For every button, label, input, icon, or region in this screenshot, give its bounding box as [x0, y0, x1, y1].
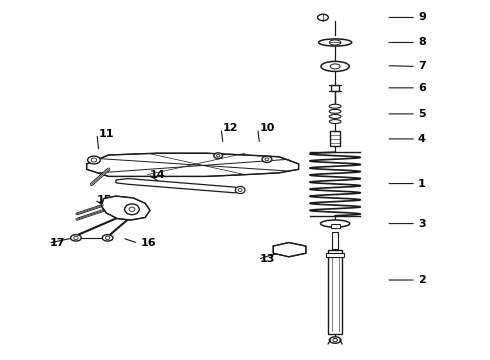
Ellipse shape — [329, 40, 341, 45]
Bar — [328, 250, 342, 334]
Text: 16: 16 — [140, 238, 156, 248]
Text: 17: 17 — [50, 238, 66, 248]
Ellipse shape — [265, 158, 269, 161]
Ellipse shape — [329, 120, 341, 123]
Bar — [331, 224, 340, 228]
Text: 3: 3 — [418, 219, 426, 229]
Text: 5: 5 — [418, 109, 426, 119]
Ellipse shape — [214, 153, 222, 158]
Ellipse shape — [318, 14, 328, 21]
Ellipse shape — [124, 204, 139, 215]
Bar — [332, 232, 338, 249]
Polygon shape — [116, 179, 240, 193]
Ellipse shape — [88, 156, 100, 164]
Bar — [326, 252, 344, 257]
Text: 6: 6 — [418, 83, 426, 93]
Ellipse shape — [329, 104, 341, 108]
Ellipse shape — [262, 156, 272, 162]
Polygon shape — [87, 153, 298, 176]
Ellipse shape — [102, 235, 113, 241]
Text: 7: 7 — [418, 62, 426, 71]
Ellipse shape — [320, 220, 350, 227]
Polygon shape — [273, 243, 306, 257]
Ellipse shape — [330, 64, 340, 69]
Text: 10: 10 — [260, 123, 275, 133]
Text: 4: 4 — [418, 134, 426, 144]
Ellipse shape — [329, 114, 341, 118]
Text: 11: 11 — [99, 129, 114, 139]
Bar — [330, 131, 340, 147]
Text: 15: 15 — [97, 195, 112, 204]
Ellipse shape — [318, 39, 352, 46]
Text: 14: 14 — [150, 170, 166, 180]
Ellipse shape — [105, 236, 110, 239]
Text: 8: 8 — [418, 37, 426, 48]
Ellipse shape — [129, 207, 135, 211]
Ellipse shape — [71, 235, 81, 241]
Ellipse shape — [235, 186, 245, 194]
Polygon shape — [101, 196, 150, 220]
Ellipse shape — [329, 109, 341, 113]
Ellipse shape — [329, 337, 341, 343]
Text: 9: 9 — [418, 13, 426, 22]
Text: 12: 12 — [223, 123, 239, 133]
Ellipse shape — [217, 154, 220, 157]
Bar — [331, 85, 339, 91]
Text: 1: 1 — [418, 179, 426, 189]
Ellipse shape — [74, 236, 78, 239]
Ellipse shape — [333, 338, 337, 342]
Text: 13: 13 — [260, 254, 275, 264]
Ellipse shape — [321, 62, 349, 71]
Ellipse shape — [238, 189, 242, 192]
Ellipse shape — [91, 158, 97, 162]
Text: 2: 2 — [418, 275, 426, 285]
